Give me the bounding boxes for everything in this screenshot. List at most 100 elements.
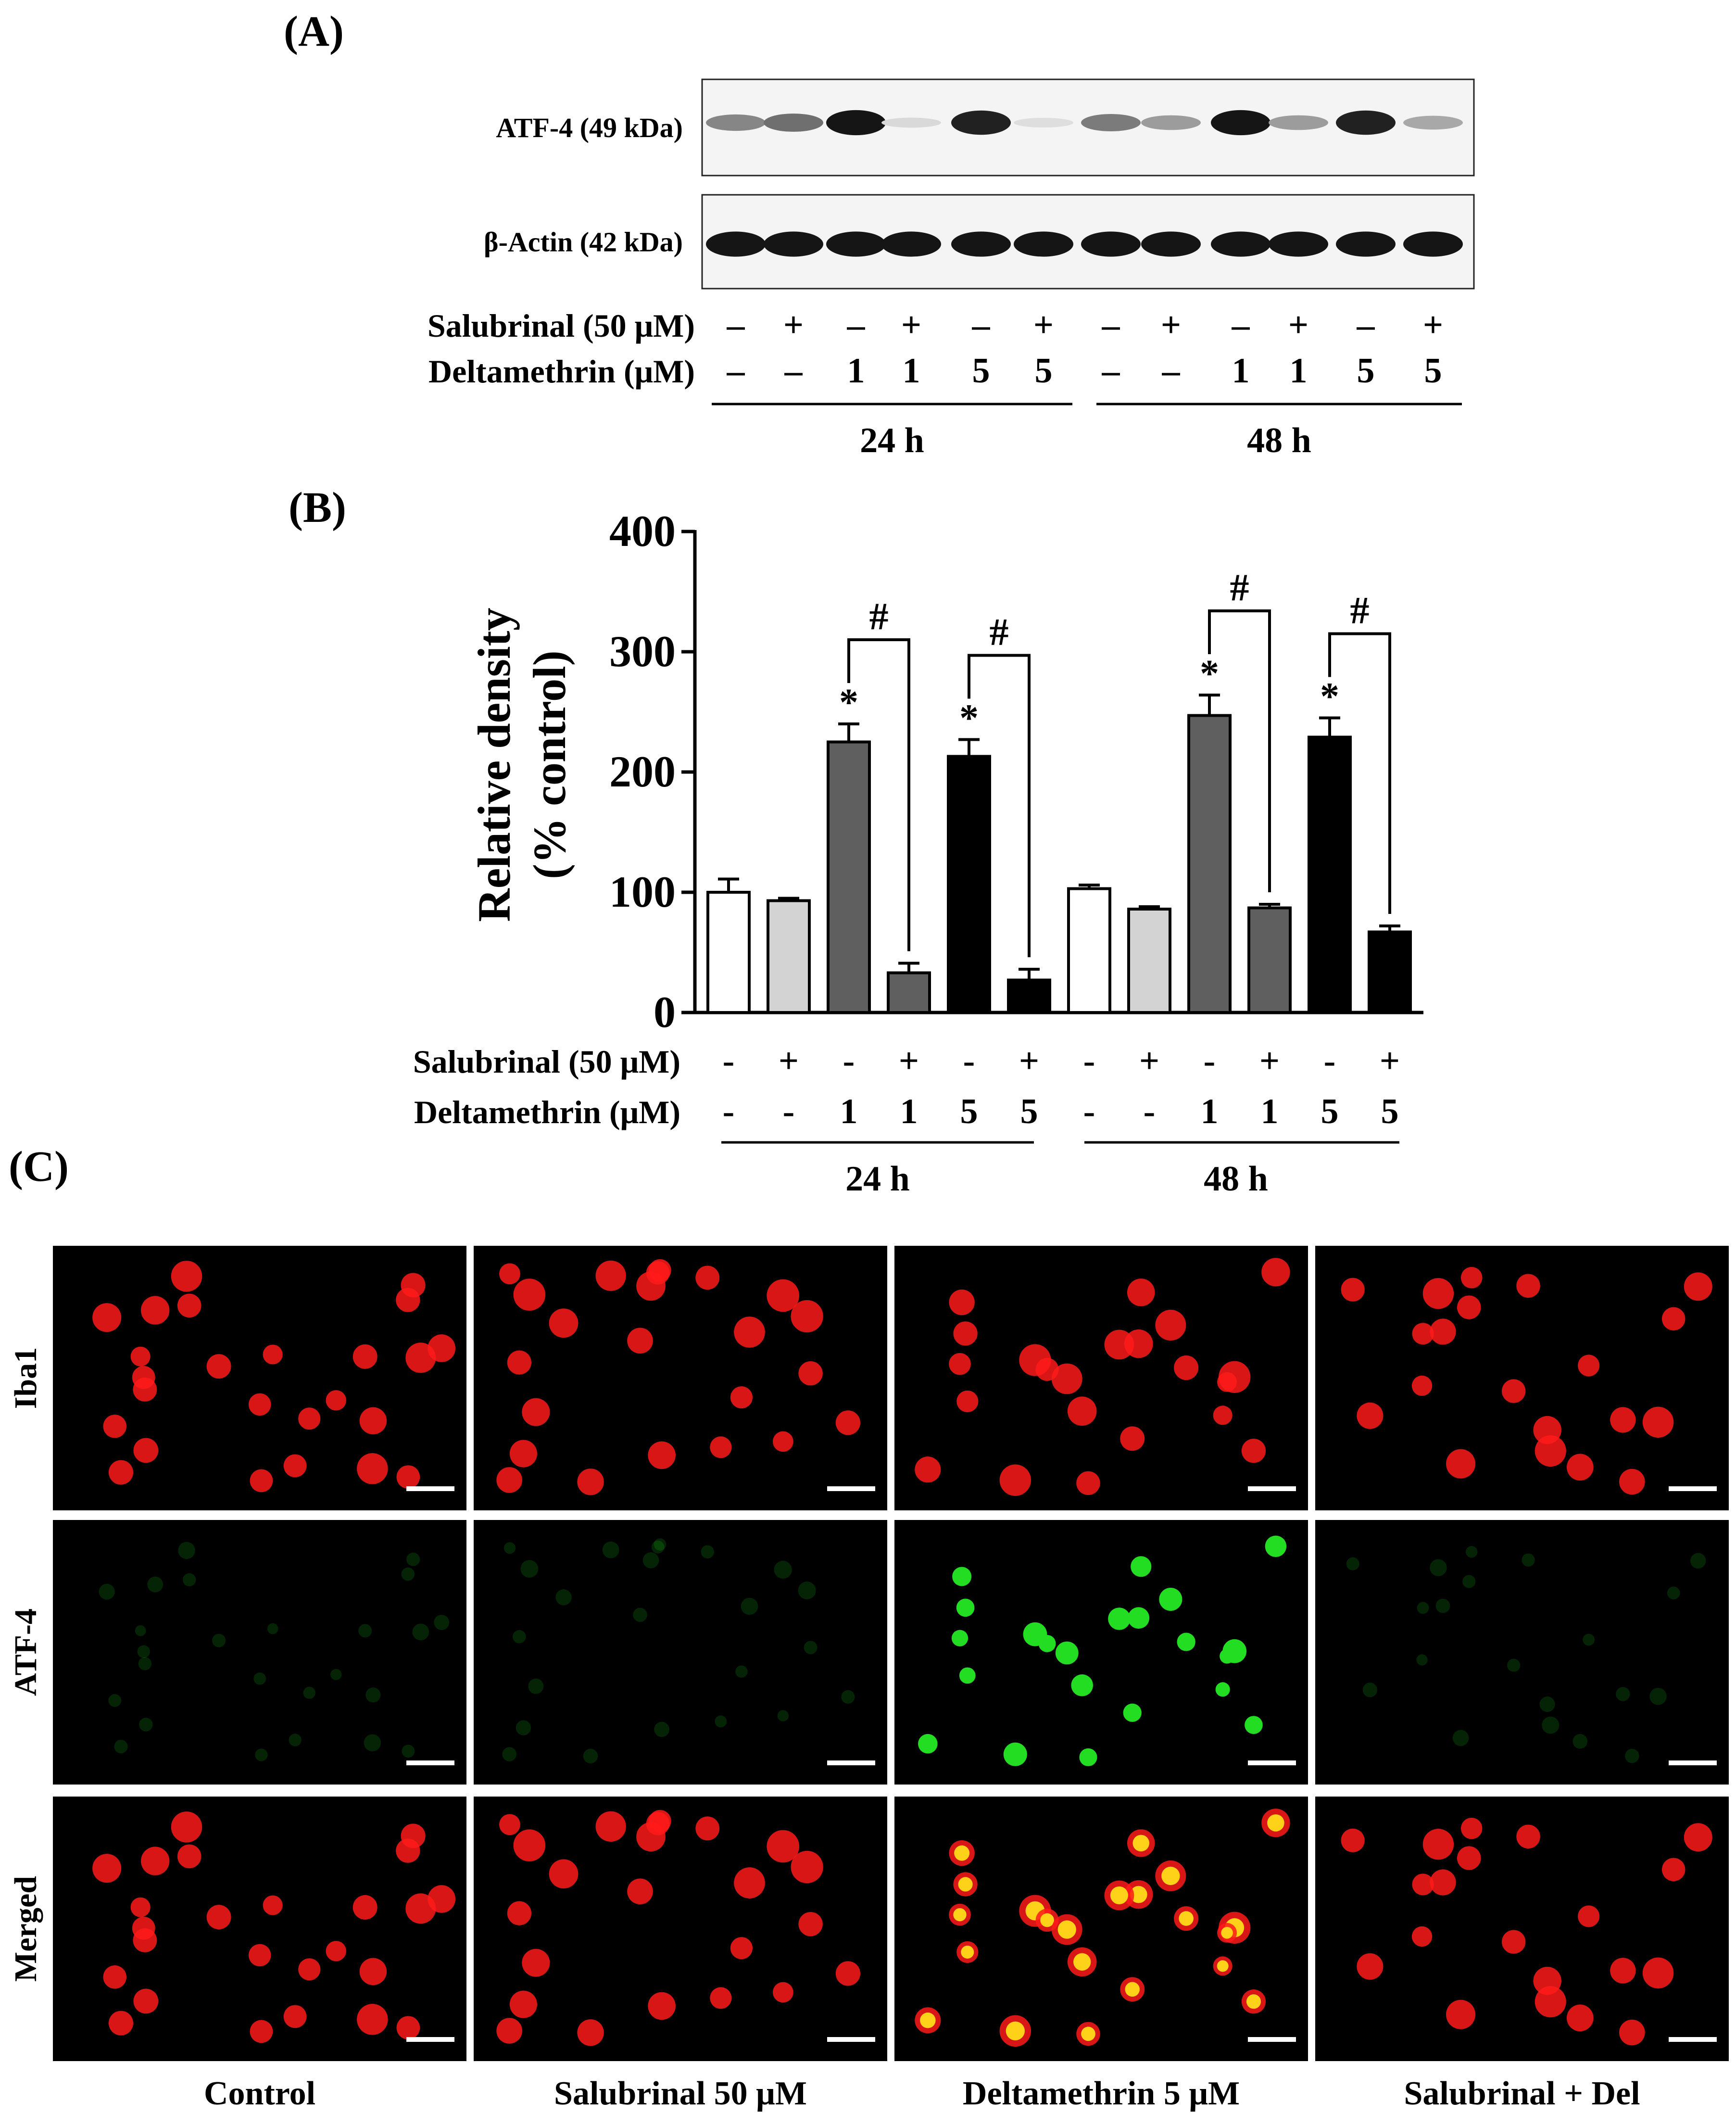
merged-cell bbox=[177, 1844, 201, 1869]
condition-sign: - bbox=[1083, 1092, 1095, 1131]
merged-colocalized-cell bbox=[1125, 1982, 1140, 1997]
merged-cell bbox=[1430, 1869, 1456, 1896]
panel-b-label: (B) bbox=[289, 484, 346, 532]
atf4-cell bbox=[1465, 1546, 1478, 1558]
atf4-cell bbox=[951, 1630, 969, 1646]
micrograph-panel bbox=[1315, 1520, 1729, 1785]
atf4-cell bbox=[654, 1722, 669, 1737]
merged-colocalized-cell bbox=[1073, 1953, 1091, 1971]
merged-colocalized-cell bbox=[1132, 1835, 1149, 1852]
merged-cell bbox=[1578, 1905, 1600, 1927]
atf4-cell bbox=[602, 1541, 619, 1558]
condition-sign: + bbox=[1259, 1041, 1280, 1081]
condition-sign: - bbox=[1083, 1041, 1095, 1081]
bar bbox=[1127, 908, 1171, 1014]
atf4-cell bbox=[633, 1608, 647, 1622]
atf4-cell bbox=[804, 1641, 818, 1655]
iba1-cell bbox=[956, 1390, 979, 1412]
iba1-cell bbox=[835, 1410, 861, 1435]
atf4-cell bbox=[406, 1552, 420, 1566]
iba1-cell bbox=[1213, 1405, 1233, 1425]
merged-cell bbox=[103, 1965, 126, 1989]
atf4-cell bbox=[1038, 1635, 1056, 1652]
condition-sign: - bbox=[1204, 1041, 1216, 1081]
iba1-cell bbox=[250, 1469, 273, 1493]
iba1-cell bbox=[133, 1438, 159, 1463]
atf4-cell bbox=[178, 1542, 195, 1559]
iba1-cell bbox=[915, 1456, 941, 1483]
atf4-cell bbox=[918, 1734, 938, 1754]
time-group-label: 24 h bbox=[845, 1159, 910, 1199]
atf4-cell bbox=[1177, 1633, 1195, 1651]
merged-cell bbox=[108, 2011, 134, 2036]
iba1-cell bbox=[1127, 1279, 1155, 1306]
merged-colocalized-cell bbox=[953, 1908, 967, 1922]
atf4-cell bbox=[1649, 1688, 1667, 1705]
merged-cell bbox=[1684, 1823, 1712, 1852]
merged-cell bbox=[730, 1937, 753, 1960]
atf4-cell bbox=[1616, 1687, 1630, 1701]
atf4-cell bbox=[412, 1623, 429, 1641]
merged-cell bbox=[1446, 2000, 1476, 2029]
merged-cell bbox=[1566, 2004, 1594, 2032]
merged-cell bbox=[263, 1895, 283, 1915]
blot-band bbox=[1081, 114, 1141, 131]
atf4-cell bbox=[1625, 1748, 1639, 1763]
western-blot: ATF-4 (49 kDa) β-Actin (42 kDa) Salubrinal… bbox=[428, 78, 1475, 460]
merged-cell bbox=[798, 1912, 823, 1937]
comparison-bracket bbox=[1328, 632, 1391, 914]
iba1-cell bbox=[1155, 1309, 1186, 1341]
merged-cell bbox=[513, 1829, 546, 1861]
atf4-cell bbox=[777, 1710, 789, 1722]
iba1-cell bbox=[953, 1321, 978, 1346]
atf4-cell bbox=[1417, 1602, 1429, 1614]
merged-cell bbox=[577, 2019, 604, 2046]
iba1-cell bbox=[177, 1293, 201, 1318]
atf4-cell bbox=[267, 1623, 278, 1634]
iba1-cell bbox=[1241, 1439, 1266, 1463]
iba1-cell bbox=[798, 1361, 823, 1386]
condition-sign: - bbox=[1324, 1041, 1336, 1081]
panel-c-label: (C) bbox=[9, 1143, 69, 1190]
condition-label: Salubrinal (50 μM) bbox=[413, 1043, 680, 1080]
time-group-label: 48 h bbox=[1247, 421, 1311, 460]
merged-cell bbox=[1422, 1829, 1454, 1860]
atf4-cell bbox=[1055, 1641, 1079, 1665]
merged-colocalized-cell bbox=[1221, 1926, 1233, 1939]
atf4-cell bbox=[1071, 1674, 1093, 1697]
condition-sign: – bbox=[727, 305, 745, 345]
atf4-cell bbox=[952, 1567, 972, 1586]
micrograph-panel bbox=[474, 1520, 887, 1785]
merged-colocalized-cell bbox=[1110, 1886, 1128, 1904]
blot-label: ATF-4 (49 kDa) bbox=[496, 112, 683, 143]
iba1-cell bbox=[522, 1398, 550, 1426]
merged-cell bbox=[357, 2003, 388, 2035]
merged-cell bbox=[595, 1811, 626, 1842]
iba1-cell bbox=[1446, 1449, 1476, 1479]
atf4-cell bbox=[502, 1747, 516, 1761]
merged-cell bbox=[835, 1961, 861, 1986]
atf4-cell bbox=[114, 1739, 128, 1754]
merged-cell bbox=[133, 1988, 159, 2014]
atf4-cell bbox=[1362, 1683, 1377, 1697]
iba1-cell bbox=[1619, 1469, 1645, 1495]
condition-sign: 1 bbox=[900, 1092, 918, 1131]
merged-cell bbox=[250, 2020, 273, 2043]
blot-band bbox=[764, 231, 823, 257]
atf4-cell bbox=[1131, 1556, 1152, 1577]
merged-cell bbox=[326, 1941, 346, 1962]
condition-sign: + bbox=[1423, 305, 1443, 345]
atf4-cell bbox=[1108, 1608, 1131, 1630]
merged-cell bbox=[773, 1982, 793, 2003]
column-label: Control bbox=[204, 2075, 315, 2112]
merged-cell bbox=[249, 1944, 271, 1967]
condition-sign: 1 bbox=[847, 351, 865, 391]
iba1-cell bbox=[1684, 1272, 1712, 1301]
iba1-cell bbox=[357, 1453, 388, 1484]
condition-sign: + bbox=[1019, 1041, 1039, 1081]
iba1-cell bbox=[1411, 1375, 1433, 1396]
atf4-cell bbox=[255, 1748, 268, 1761]
iba1-cell bbox=[108, 1460, 134, 1485]
blot-band bbox=[1336, 110, 1396, 135]
condition-sign: + bbox=[779, 1041, 799, 1081]
